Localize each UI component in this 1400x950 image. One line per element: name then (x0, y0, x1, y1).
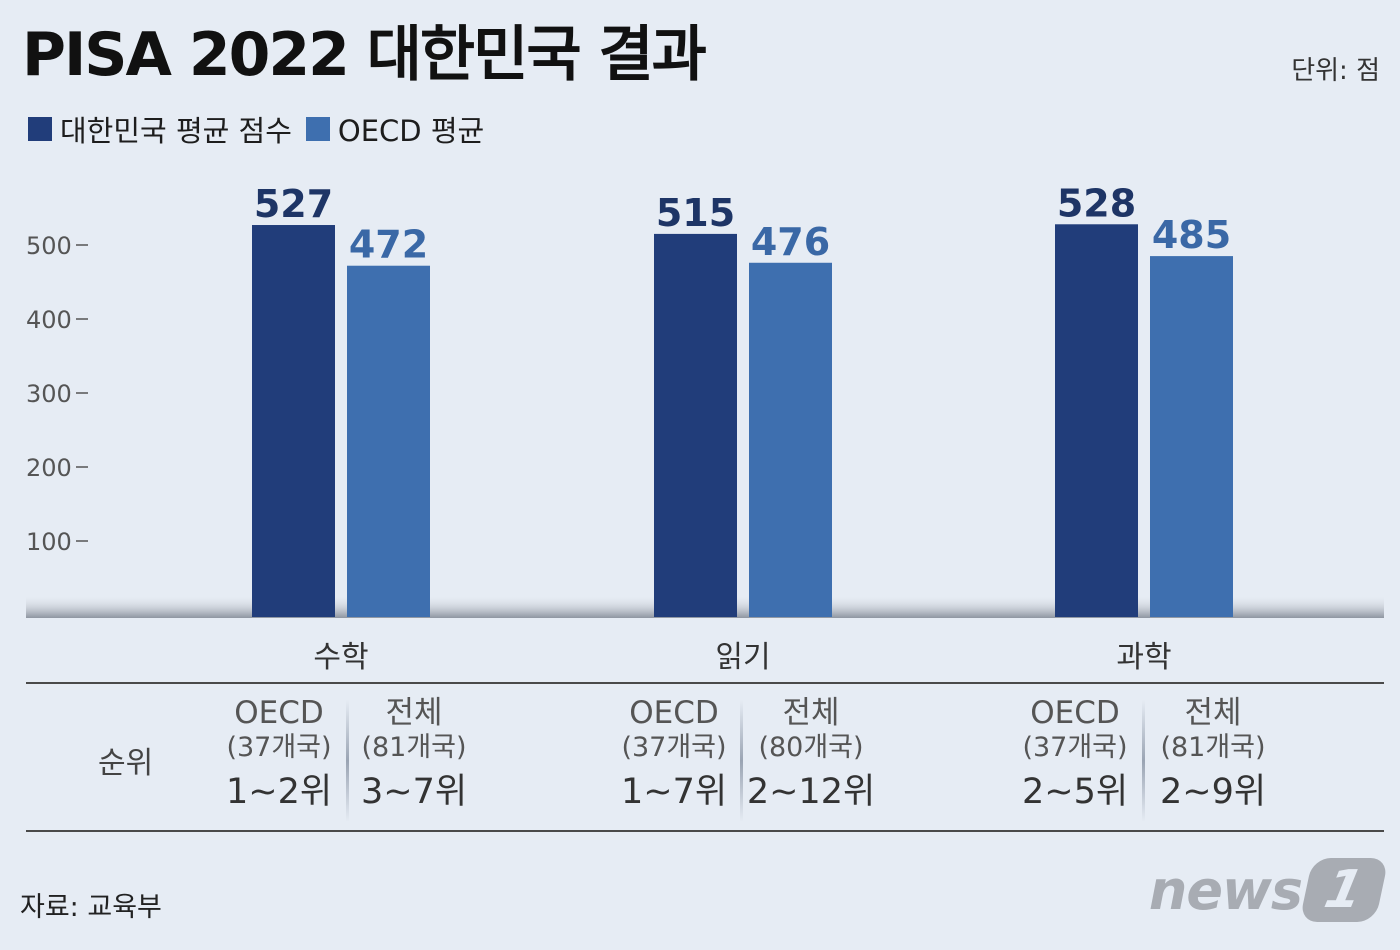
rank-math-all: 전체 (81개국) 3~7위 (344, 695, 484, 815)
rank-value: 1~7위 (620, 772, 728, 812)
rank-separator (1142, 700, 1145, 822)
category-label-reading: 읽기 (715, 640, 771, 675)
unit-label: 단위: 점 (1291, 56, 1380, 86)
data-label-oecd-2: 485 (1152, 213, 1231, 257)
bars: 527 472 515 476 528 485 (252, 181, 1233, 617)
source-note: 자료: 교육부 (20, 892, 162, 923)
rank-group: OECD (234, 695, 324, 731)
rank-bottom-rule (26, 830, 1384, 832)
data-label-korea-2: 528 (1057, 181, 1136, 225)
rank-separator (740, 700, 743, 822)
y-axis: 100 200 300 400 500 (26, 232, 88, 556)
rank-count: (81개국) (361, 732, 467, 763)
logo-text: news (1148, 858, 1303, 922)
legend-item-korea: 대한민국 평균 점수 (28, 108, 292, 150)
legend-label-korea: 대한민국 평균 점수 (60, 114, 292, 148)
rank-value: 2~9위 (1159, 772, 1267, 812)
category-label-science: 과학 (1116, 640, 1172, 675)
rank-science-all: 전체 (81개국) 2~9위 (1143, 695, 1283, 815)
news1-logo: news 1 (1148, 858, 1389, 922)
rank-group: 전체 (385, 695, 443, 731)
rank-group: 전체 (1184, 695, 1242, 731)
rank-count: (37개국) (621, 732, 727, 763)
bar-oecd-0 (347, 265, 430, 617)
rank-value: 2~12위 (746, 772, 876, 812)
rank-count: (80개국) (758, 732, 864, 763)
bar-chart: 100 200 300 400 500 527 472 515 476 528 485 (26, 181, 1384, 618)
rank-count: (81개국) (1160, 732, 1266, 763)
rank-reading-all: 전체 (80개국) 2~12위 (741, 695, 881, 815)
y-tick-label: 300 (26, 380, 72, 408)
y-tick-label: 500 (26, 232, 72, 260)
rank-title: 순위 (98, 746, 154, 781)
rank-top-rule (26, 682, 1384, 684)
bar-oecd-2 (1150, 256, 1233, 617)
rank-count: (37개국) (226, 732, 332, 763)
rank-separator (346, 700, 349, 822)
rank-count: (37개국) (1022, 732, 1128, 763)
data-label-korea-1: 515 (656, 191, 735, 235)
rank-math-oecd: OECD (37개국) 1~2위 (209, 695, 349, 815)
rank-science-oecd: OECD (37개국) 2~5위 (1005, 695, 1145, 815)
rank-group: 전체 (782, 695, 840, 731)
bar-korea-1 (654, 233, 737, 617)
logo-badge: 1 (1299, 858, 1389, 922)
data-label-korea-0: 527 (254, 182, 333, 226)
legend-label-oecd: OECD 평균 (337, 114, 485, 148)
rank-group: OECD (629, 695, 719, 731)
legend-item-oecd: OECD 평균 (305, 108, 485, 150)
y-tick-label: 100 (26, 528, 72, 556)
rank-group: OECD (1030, 695, 1120, 731)
bar-korea-0 (252, 225, 335, 617)
legend-swatch-korea (28, 117, 52, 141)
bar-korea-2 (1055, 224, 1138, 617)
rank-value: 2~5위 (1021, 772, 1129, 812)
rank-value: 3~7위 (360, 772, 468, 812)
data-label-oecd-1: 476 (751, 220, 830, 264)
legend-swatch-oecd (305, 117, 330, 141)
category-label-math: 수학 (313, 640, 369, 675)
rank-value: 1~2위 (225, 772, 333, 812)
logo-badge-text: 1 (1319, 860, 1369, 920)
legend: 대한민국 평균 점수 OECD 평균 (28, 108, 484, 150)
page-title: PISA 2022 대한민국 결과 (22, 20, 707, 90)
y-tick-label: 200 (26, 454, 72, 482)
bar-oecd-1 (749, 262, 832, 617)
y-tick-label: 400 (26, 306, 72, 334)
rank-reading-oecd: OECD (37개국) 1~7위 (604, 695, 744, 815)
data-label-oecd-0: 472 (349, 223, 428, 267)
